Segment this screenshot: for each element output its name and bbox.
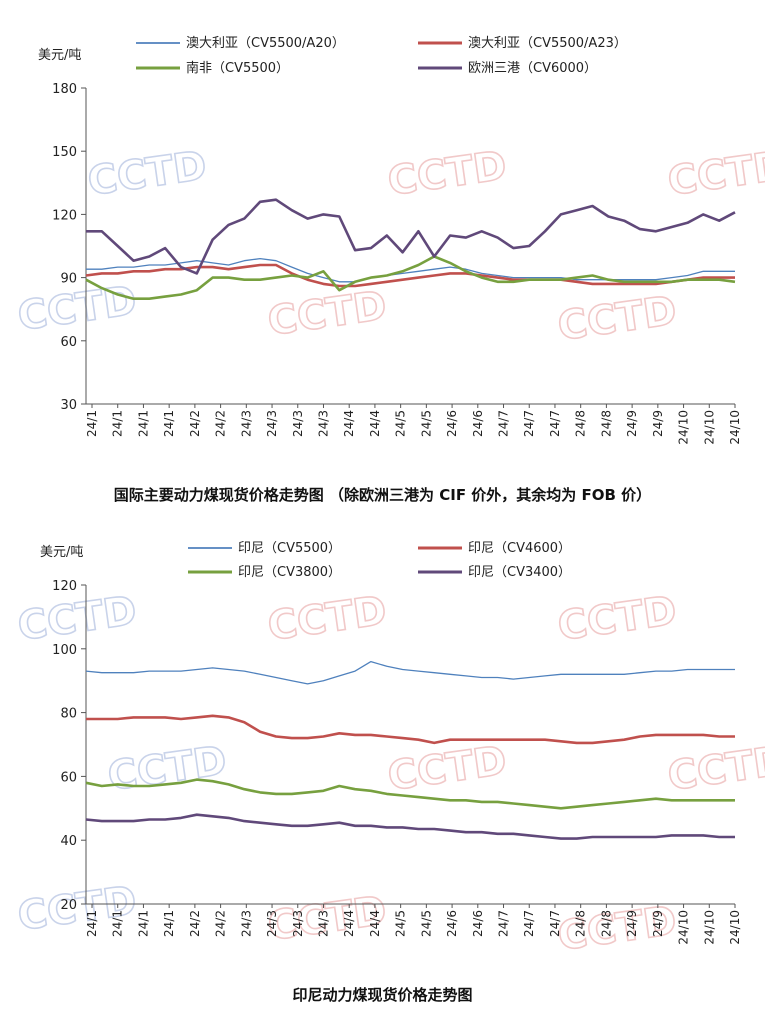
watermark: CCTD xyxy=(105,738,229,800)
x-tick-label: 24/3 xyxy=(291,910,305,937)
y-tick-label: 30 xyxy=(60,398,77,413)
x-tick-label: 24/9 xyxy=(625,410,639,437)
x-tick-label: 24/3 xyxy=(239,910,253,937)
y-tick-label: 20 xyxy=(60,898,77,913)
x-tick-label: 24/1 xyxy=(111,410,125,437)
legend-label: 印尼（CV5500） xyxy=(238,541,341,556)
x-tick-label: 24/7 xyxy=(522,410,536,437)
legend-label: 澳大利亚（CV5500/A23） xyxy=(468,35,627,51)
x-tick-label: 24/3 xyxy=(291,410,305,437)
watermark: CCTD xyxy=(265,283,389,345)
x-tick-label: 24/4 xyxy=(342,410,356,437)
y-axis-unit: 美元/吨 xyxy=(38,48,81,63)
legend-label: 南非（CV5500） xyxy=(186,60,289,76)
legend-label: 印尼（CV4600） xyxy=(468,541,571,556)
y-tick-label: 150 xyxy=(52,145,77,160)
x-tick-label: 24/8 xyxy=(599,910,613,937)
x-tick-label: 24/8 xyxy=(599,410,613,437)
watermark: CCTD xyxy=(85,143,209,205)
watermark: CCTD xyxy=(265,588,389,650)
y-tick-label: 120 xyxy=(52,208,77,223)
y-tick-label: 100 xyxy=(52,643,77,658)
x-tick-label: 24/2 xyxy=(188,910,202,937)
x-tick-label: 24/10 xyxy=(702,410,716,445)
x-tick-label: 24/6 xyxy=(471,410,485,437)
y-tick-label: 60 xyxy=(60,335,77,350)
x-tick-label: 24/4 xyxy=(368,910,382,937)
x-tick-label: 24/10 xyxy=(677,410,691,445)
x-tick-label: 24/2 xyxy=(188,410,202,437)
x-tick-label: 24/7 xyxy=(548,410,562,437)
chart-indonesia: 美元/吨 20 40 60 80 100 120 24/1 24/1 24/1 24/1 24/2 24… xyxy=(40,541,742,945)
x-tick-label: 24/5 xyxy=(419,410,433,437)
x-tick-label: 24/1 xyxy=(85,910,99,937)
series-line-3 xyxy=(85,778,735,810)
watermark: CCTD xyxy=(385,143,509,205)
x-tick-label: 24/1 xyxy=(136,910,150,937)
x-tick-label: 24/9 xyxy=(651,910,665,937)
chart-international-title: 国际主要动力煤现货价格走势图 （除欧洲三港为 CIF 价外，其余均为 FOB 价… xyxy=(113,486,652,504)
y-tick-label: 40 xyxy=(60,834,77,849)
x-tick-label: 24/1 xyxy=(136,410,150,437)
x-tick-label: 24/7 xyxy=(548,910,562,937)
series-line-1 xyxy=(86,257,735,283)
x-tick-label: 24/2 xyxy=(214,410,228,437)
x-tick-label: 24/5 xyxy=(394,910,408,937)
x-tick-label: 24/1 xyxy=(85,410,99,437)
y-tick-label: 120 xyxy=(52,579,77,594)
chart-international: 美元/吨 30 60 90 120 150 180 24/1 24/1 24/1 24/1 24/2 2… xyxy=(38,35,742,445)
series-line-4 xyxy=(86,198,736,275)
watermark: CCTD xyxy=(665,143,765,205)
x-tick-label: 24/9 xyxy=(625,910,639,937)
watermark: CCTD xyxy=(665,738,765,800)
watermark: CCTD xyxy=(555,588,679,650)
x-tick-label: 24/6 xyxy=(471,910,485,937)
x-tick-label: 24/1 xyxy=(162,410,176,437)
y-tick-label: 80 xyxy=(60,707,77,722)
x-tick-label: 24/7 xyxy=(497,410,511,437)
x-tick-label: 24/10 xyxy=(677,910,691,945)
x-tick-label: 24/7 xyxy=(522,910,536,937)
x-tick-label: 24/3 xyxy=(265,910,279,937)
x-tick-label: 24/10 xyxy=(728,910,742,945)
x-tick-label: 24/2 xyxy=(214,910,228,937)
y-tick-label: 90 xyxy=(60,272,77,287)
x-tick-label: 24/6 xyxy=(445,410,459,437)
x-tick-label: 24/3 xyxy=(316,910,330,937)
x-tick-label: 24/4 xyxy=(368,410,382,437)
chart-indonesia-title: 印尼动力煤现货价格走势图 xyxy=(292,986,473,1004)
series-line-2 xyxy=(86,714,735,745)
x-tick-label: 24/4 xyxy=(342,910,356,937)
series-line-4 xyxy=(85,813,735,840)
x-tick-label: 24/5 xyxy=(419,910,433,937)
legend-label: 印尼（CV3400） xyxy=(468,565,571,580)
x-tick-label: 24/1 xyxy=(162,910,176,937)
x-tick-label: 24/6 xyxy=(445,910,459,937)
x-tick-label: 24/3 xyxy=(316,410,330,437)
y-axis-unit: 美元/吨 xyxy=(40,545,83,560)
x-tick-label: 24/10 xyxy=(728,410,742,445)
series-line-1 xyxy=(85,660,735,685)
legend-label: 印尼（CV3800） xyxy=(238,565,341,580)
y-tick-label: 60 xyxy=(60,770,77,785)
watermark: CCTD xyxy=(15,588,139,650)
x-tick-label: 24/5 xyxy=(394,410,408,437)
legend-label: 澳大利亚（CV5500/A20） xyxy=(186,35,345,51)
series-line-3 xyxy=(85,255,736,300)
x-tick-label: 24/7 xyxy=(497,910,511,937)
series-line-2 xyxy=(85,263,735,288)
y-tick-label: 180 xyxy=(52,82,77,97)
watermark: CCTD xyxy=(555,288,679,350)
x-tick-label: 24/8 xyxy=(574,910,588,937)
x-tick-label: 24/8 xyxy=(574,410,588,437)
legend-label: 欧洲三港（CV6000） xyxy=(468,61,597,76)
x-tick-label: 24/9 xyxy=(651,410,665,437)
x-tick-label: 24/1 xyxy=(111,910,125,937)
x-tick-label: 24/3 xyxy=(265,410,279,437)
watermark: CCTD xyxy=(385,738,509,800)
x-tick-label: 24/10 xyxy=(702,910,716,945)
watermark: CCTD xyxy=(15,278,139,340)
x-tick-label: 24/3 xyxy=(239,410,253,437)
